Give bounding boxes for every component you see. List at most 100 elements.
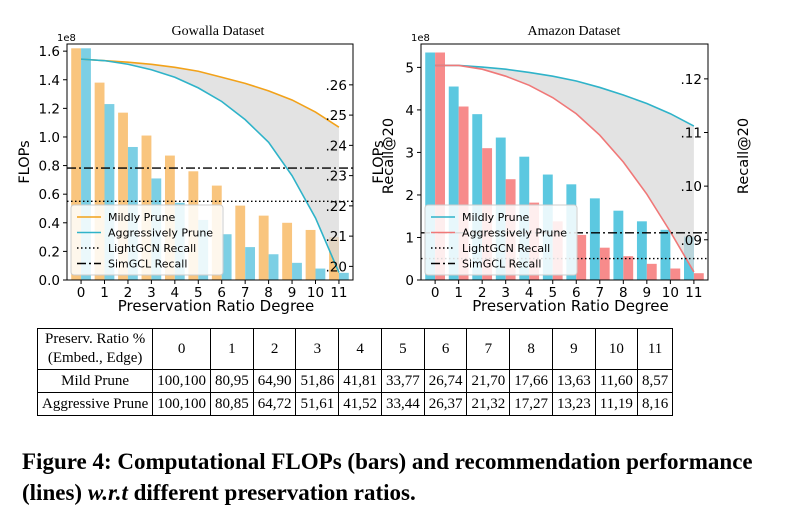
bar bbox=[670, 268, 681, 280]
table-header-label: Preserv. Ratio % (Embed., Edge) bbox=[36, 328, 154, 370]
x-tick-label: 2 bbox=[478, 285, 487, 301]
bar bbox=[458, 106, 469, 280]
bar bbox=[94, 82, 105, 280]
y-tick-label: 0.0 bbox=[39, 273, 60, 289]
plot-frame bbox=[66, 43, 354, 281]
bar bbox=[292, 262, 302, 280]
y2-axis-label: Recall@20 bbox=[736, 118, 752, 194]
bar bbox=[305, 229, 316, 280]
bar bbox=[282, 222, 293, 280]
table-cell: 80,85 bbox=[209, 392, 254, 416]
x-tick-label: 3 bbox=[147, 285, 156, 301]
column-header: 8 bbox=[509, 328, 553, 370]
bar bbox=[646, 263, 657, 280]
column-header: 0 bbox=[152, 328, 211, 370]
y-tick-label: 1 bbox=[405, 230, 414, 246]
bar bbox=[576, 234, 587, 280]
legend-label: SimGCL Recall bbox=[462, 258, 541, 271]
bar bbox=[338, 272, 349, 280]
table-cell: 8,16 bbox=[636, 392, 674, 416]
table-cell: 21,70 bbox=[466, 369, 511, 393]
table-row: Mild Prune 100,100 80,95 64,90 51,86 41,81 33,… bbox=[36, 369, 674, 393]
x-tick-label: 6 bbox=[217, 285, 226, 301]
plot-frame bbox=[420, 43, 709, 281]
x-tick-label: 0 bbox=[77, 285, 86, 301]
table-cell: 21,32 bbox=[466, 392, 511, 416]
row-label: Mild Prune bbox=[36, 369, 154, 393]
x-tick-label: 5 bbox=[548, 285, 557, 301]
column-header: 1 bbox=[209, 328, 254, 370]
y-tick-label: 2 bbox=[405, 188, 414, 204]
table-cell: 26,37 bbox=[423, 392, 468, 416]
legend-label: Aggressively Prune bbox=[108, 227, 213, 240]
x-tick-label: 0 bbox=[431, 285, 440, 301]
x-tick-label: 7 bbox=[595, 285, 604, 301]
bar bbox=[81, 48, 91, 280]
x-tick-label: 4 bbox=[525, 285, 534, 301]
table-cell: 33,44 bbox=[380, 392, 425, 416]
column-header: 4 bbox=[338, 328, 382, 370]
x-tick-label: 10 bbox=[307, 285, 324, 301]
table-cell: 17,66 bbox=[509, 369, 553, 393]
figure-panels: 0.00.20.40.60.81.01.21.41.61e8.20.21.22.… bbox=[17, 24, 752, 315]
bar bbox=[636, 221, 647, 280]
bar bbox=[693, 273, 704, 280]
y-offset-label: 1e8 bbox=[411, 33, 430, 44]
y2-tick-label: .12 bbox=[681, 72, 702, 88]
bar bbox=[425, 52, 436, 281]
table-row: Aggressive Prune 100,100 80,85 64,72 51,61 41… bbox=[36, 392, 674, 416]
table-cell: 100,100 bbox=[152, 369, 211, 393]
y2-axis-label: Recall@20 bbox=[381, 118, 397, 194]
x-tick-label: 11 bbox=[330, 285, 347, 301]
y2-tick-label: .09 bbox=[681, 233, 702, 249]
y-tick-label: 0.6 bbox=[39, 187, 60, 203]
table-cell: 64,72 bbox=[252, 392, 297, 416]
recall-gap-area bbox=[435, 65, 694, 272]
column-header: 10 bbox=[594, 328, 638, 370]
x-tick-label: 3 bbox=[501, 285, 510, 301]
x-tick-label: 8 bbox=[619, 285, 628, 301]
y2-tick-label: .26 bbox=[326, 78, 347, 94]
y2-tick-label: .23 bbox=[326, 169, 347, 185]
series-line bbox=[81, 58, 340, 128]
x-tick-label: 10 bbox=[662, 285, 679, 301]
x-tick-label: 5 bbox=[194, 285, 203, 301]
x-tick-label: 9 bbox=[288, 285, 297, 301]
recall-gap-area bbox=[81, 59, 339, 273]
table-cell: 8,57 bbox=[636, 369, 674, 393]
bar bbox=[613, 210, 624, 280]
y-tick-label: 1.2 bbox=[39, 101, 60, 117]
y-tick-label: 1.4 bbox=[39, 73, 60, 89]
bar bbox=[448, 86, 459, 280]
table-cell: 51,61 bbox=[295, 392, 340, 416]
table-cell: 13,23 bbox=[551, 392, 596, 416]
x-tick-label: 6 bbox=[572, 285, 581, 301]
x-tick-label: 1 bbox=[100, 285, 109, 301]
legend-label: SimGCL Recall bbox=[108, 258, 187, 271]
bar bbox=[315, 268, 326, 280]
y-tick-label: 4 bbox=[405, 103, 414, 119]
series-line bbox=[435, 64, 695, 273]
table-cell: 41,52 bbox=[338, 392, 382, 416]
column-header: 7 bbox=[466, 328, 511, 370]
legend-box bbox=[70, 204, 224, 276]
table-cell: 100,100 bbox=[152, 392, 211, 416]
x-tick-label: 4 bbox=[171, 285, 180, 301]
y-axis-label: FLOPs bbox=[371, 140, 387, 183]
bar bbox=[258, 215, 269, 280]
y2-tick-label: .11 bbox=[681, 126, 702, 142]
bar bbox=[623, 256, 634, 280]
caption-prefix: Figure 4: Computational FLOPs (bars) and… bbox=[22, 449, 753, 505]
table-cell: 11,60 bbox=[594, 369, 638, 393]
y2-tick-label: .25 bbox=[326, 108, 347, 124]
bar bbox=[435, 52, 445, 281]
bar bbox=[245, 247, 256, 280]
column-header: 11 bbox=[636, 328, 674, 370]
x-tick-label: 1 bbox=[454, 285, 463, 301]
y-tick-label: 1.6 bbox=[39, 44, 60, 60]
legend-label: LightGCN Recall bbox=[462, 242, 550, 255]
table-cell: 33,77 bbox=[380, 369, 425, 393]
x-tick-label: 9 bbox=[643, 285, 652, 301]
